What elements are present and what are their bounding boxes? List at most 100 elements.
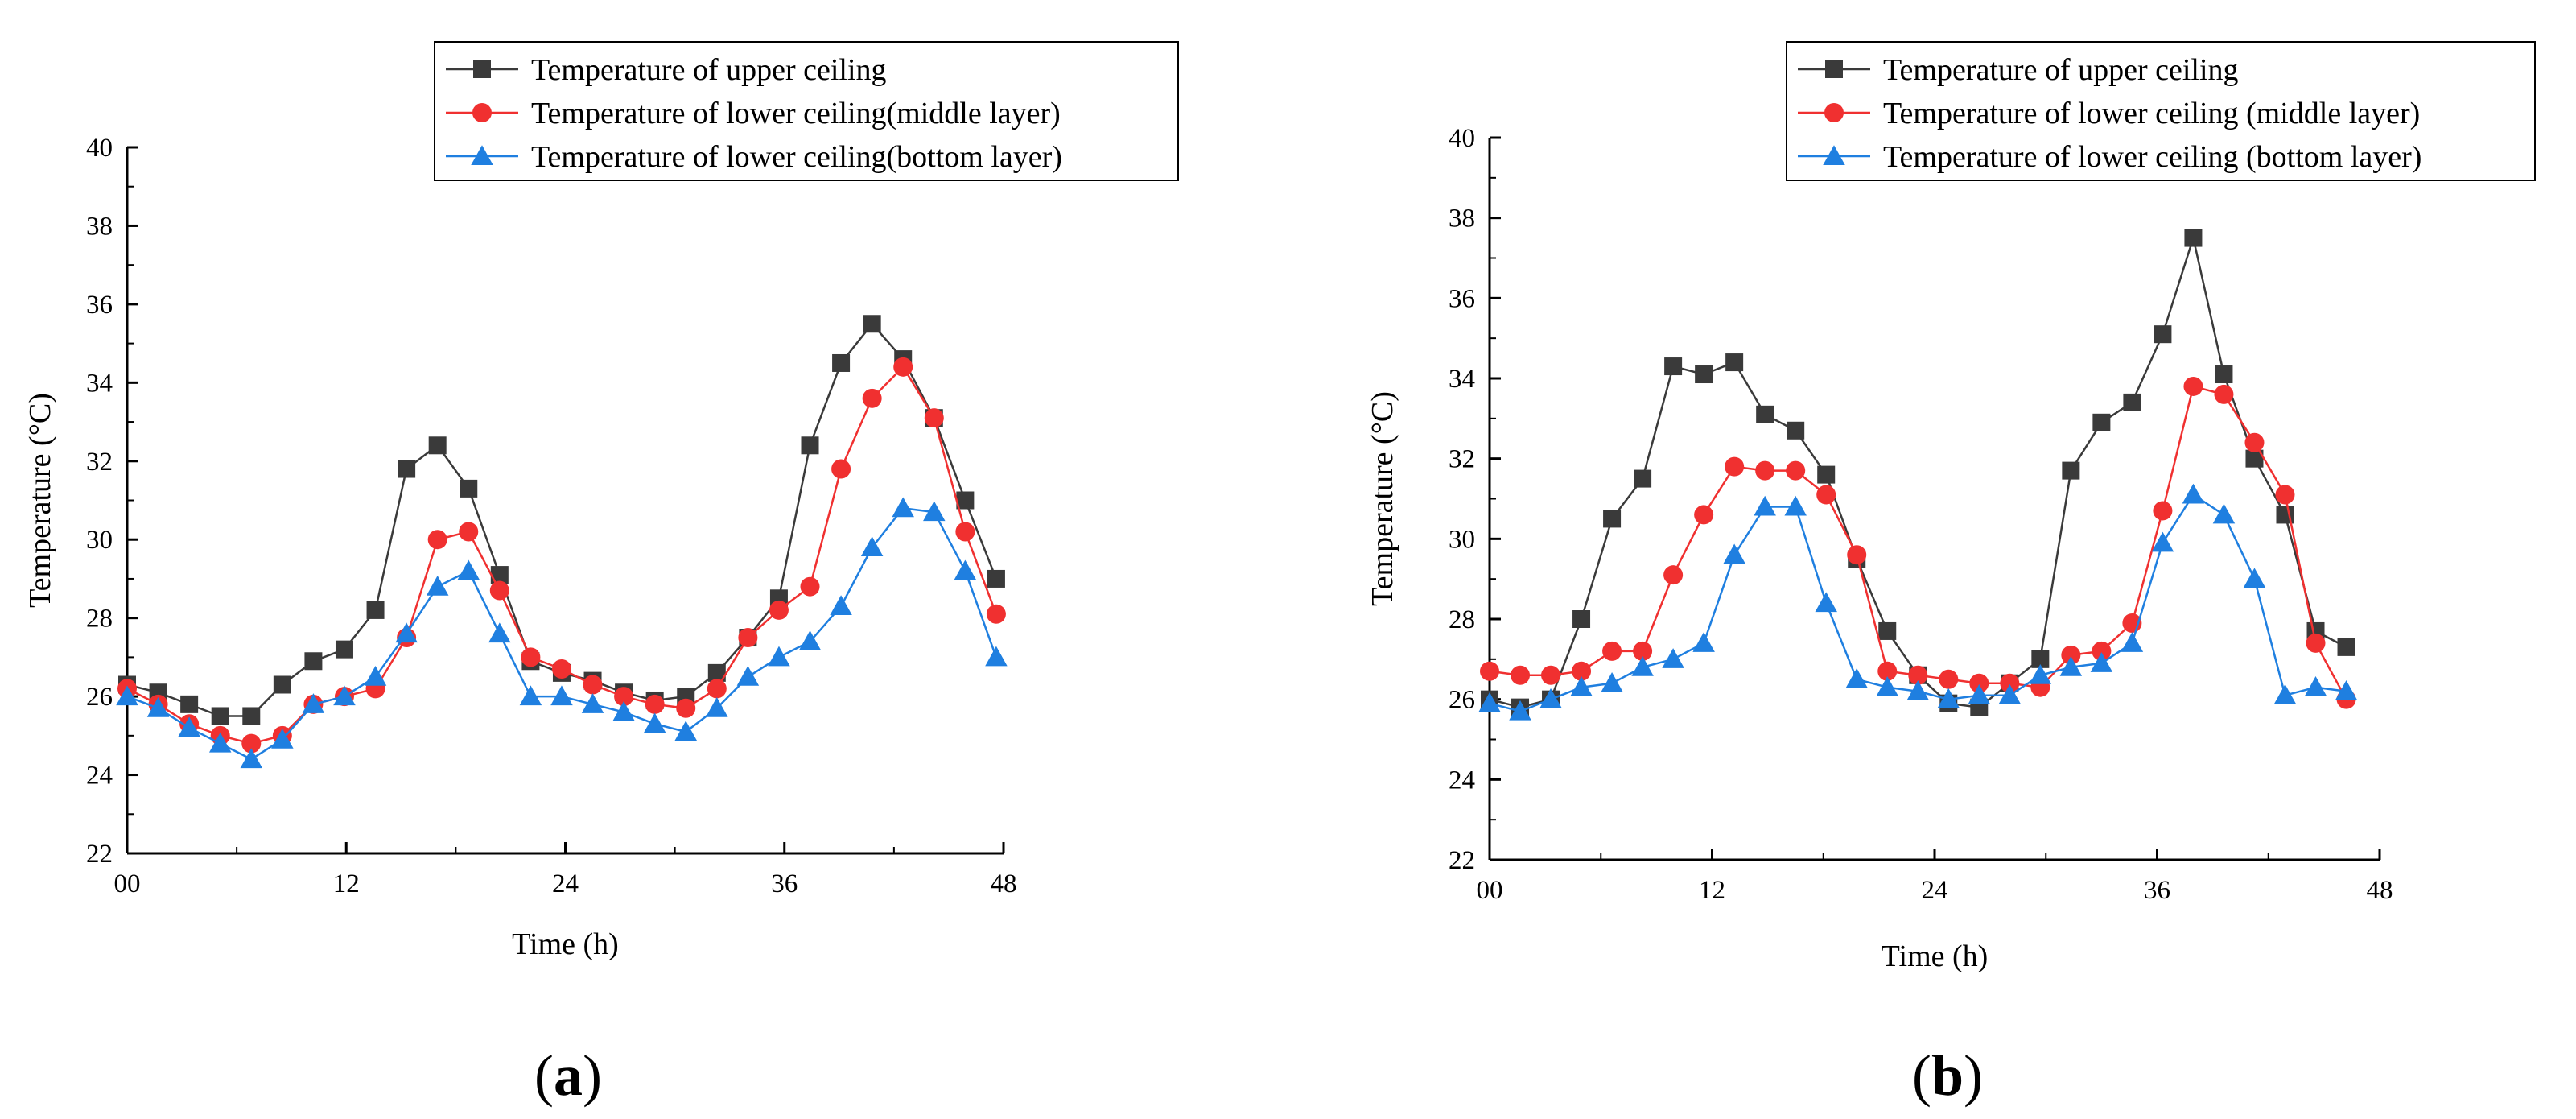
data-point: [1998, 683, 2022, 704]
y-tick-label: 30: [86, 526, 113, 555]
data-point: [1969, 673, 1989, 693]
x-axis-label: Time (h): [1882, 939, 1989, 973]
legend-entry: Temperature of lower ceiling(bottom laye…: [446, 140, 1062, 174]
data-point: [1601, 671, 1623, 692]
legend-marker: [473, 60, 491, 78]
data-point: [2153, 501, 2173, 521]
data-point: [924, 408, 944, 428]
legend-label: Temperature of upper ceiling: [1883, 53, 2239, 87]
data-point: [893, 357, 913, 377]
data-point: [1602, 641, 1622, 661]
y-tick-label: 34: [1449, 365, 1475, 394]
data-point: [923, 501, 946, 522]
data-point: [985, 646, 1008, 667]
chart-panel-a: 22 24 26 28 30 32 34 36 38 40 00 12 24 36 48 Time (h) Te…: [23, 41, 1179, 1108]
data-point: [519, 685, 542, 706]
data-point: [676, 698, 696, 718]
legend-label: Temperature of upper ceiling: [531, 53, 887, 87]
data-point: [830, 595, 852, 616]
data-point: [862, 388, 882, 408]
y-tick-label: 32: [1449, 445, 1475, 474]
legend-entry: Temperature of upper ceiling: [446, 53, 887, 87]
data-point: [488, 622, 511, 643]
data-point: [1692, 632, 1715, 652]
chart-panel-b: 22 24 26 28 30 32 34 36 38 40 00 12 24 36 48 Time (h) Te…: [1366, 41, 2536, 1108]
data-point: [273, 675, 291, 694]
data-point: [736, 666, 760, 686]
data-point: [489, 580, 509, 601]
data-point: [1786, 460, 1806, 481]
data-point: [271, 728, 294, 749]
legend-marker: [1823, 145, 1845, 165]
data-point: [428, 436, 447, 455]
data-point: [2000, 673, 2020, 693]
data-point: [1754, 495, 1776, 516]
data-point: [208, 732, 232, 753]
x-tick-label: 00: [114, 869, 141, 898]
data-point: [2245, 449, 2264, 468]
panel-label: (b): [1912, 1043, 1983, 1108]
data-point: [674, 721, 697, 741]
y-tick-label: 32: [86, 448, 113, 477]
y-tick-label: 28: [86, 605, 113, 634]
data-point: [1906, 679, 1930, 700]
y-axis-label: Temperature (°C): [1366, 391, 1399, 606]
y-tick-label: 22: [86, 840, 113, 869]
data-point: [2214, 384, 2234, 404]
data-point: [2243, 568, 2266, 588]
legend-entry: Temperature of lower ceiling (middle lay…: [1798, 97, 2420, 130]
x-tick-label: 00: [1477, 876, 1503, 905]
x-tick-label: 24: [552, 869, 579, 898]
data-point: [860, 536, 884, 556]
data-point: [2335, 679, 2358, 700]
data-point: [738, 628, 758, 648]
data-point: [2184, 229, 2203, 247]
data-point: [2062, 461, 2080, 480]
legend-entry: Temperature of lower ceiling (bottom lay…: [1798, 140, 2421, 174]
data-point: [426, 575, 449, 596]
legend-box: [434, 41, 1179, 181]
data-point: [1723, 543, 1745, 564]
data-point: [1572, 661, 1592, 681]
data-point: [831, 459, 851, 479]
data-point: [335, 640, 353, 659]
series-line: [126, 323, 998, 717]
y-tick-label: 24: [1449, 766, 1475, 795]
y-tick-label: 28: [1449, 605, 1475, 634]
data-point: [1756, 405, 1774, 423]
data-point: [211, 707, 229, 725]
data-point: [366, 601, 385, 619]
data-point: [240, 748, 263, 769]
data-point: [490, 566, 509, 584]
legend-box: [1786, 41, 2536, 181]
legend-label: Temperature of lower ceiling (middle lay…: [1883, 97, 2420, 130]
data-point: [2154, 325, 2172, 344]
legend-marker: [472, 103, 492, 122]
data-point: [180, 695, 199, 713]
y-tick-label: 26: [86, 683, 113, 712]
data-point: [1877, 661, 1898, 681]
data-point: [1845, 668, 1868, 688]
data-point: [645, 694, 665, 714]
data-point: [955, 522, 975, 542]
data-point: [2215, 365, 2233, 384]
y-tick-label: 26: [1449, 686, 1475, 715]
data-point: [116, 685, 138, 706]
data-point: [612, 700, 635, 721]
data-point: [706, 696, 728, 717]
data-point: [1968, 683, 1991, 704]
data-point: [521, 647, 541, 667]
data-point: [987, 569, 1005, 588]
legend-marker: [1824, 103, 1844, 122]
y-tick-label: 30: [1449, 525, 1475, 554]
data-point: [395, 622, 418, 643]
data-point: [333, 685, 356, 706]
x-tick-label: 12: [333, 869, 360, 898]
data-point: [581, 693, 604, 713]
data-point: [614, 687, 634, 707]
data-point: [457, 560, 480, 580]
data-point: [1725, 353, 1744, 372]
legend-marker: [471, 145, 493, 165]
data-point: [801, 436, 819, 455]
